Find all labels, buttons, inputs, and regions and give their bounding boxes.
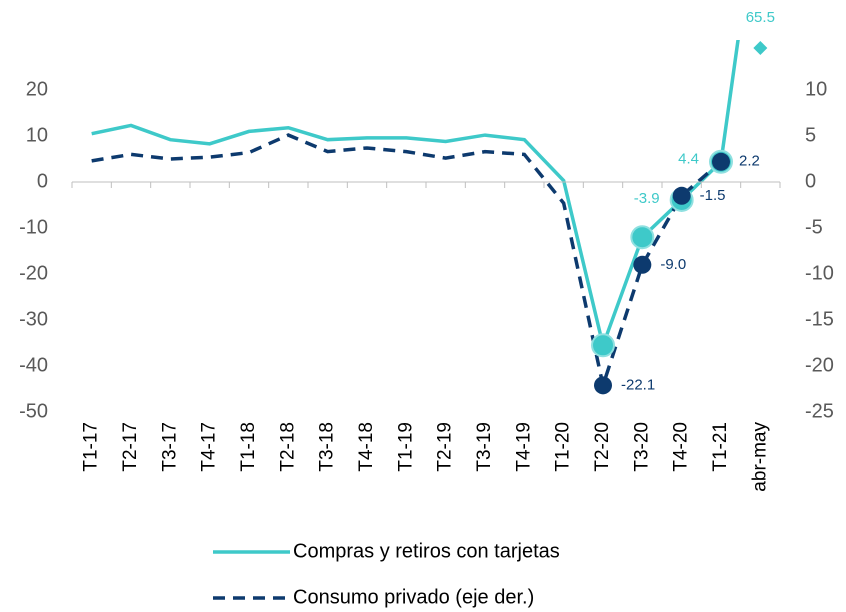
x-tick-label: T2-20 bbox=[592, 422, 613, 472]
y2-tick-label: -20 bbox=[805, 354, 834, 376]
value-label: -9.0 bbox=[660, 256, 686, 273]
x-tick-label: T2-18 bbox=[277, 422, 298, 472]
x-tick-label: T2-17 bbox=[120, 422, 141, 472]
value-label: -22.1 bbox=[621, 376, 655, 393]
legend-label: Compras y retiros con tarjetas bbox=[293, 540, 560, 562]
y-tick-label: -20 bbox=[19, 262, 48, 284]
x-tick-label: T3-17 bbox=[159, 422, 180, 472]
value-label: -1.5 bbox=[700, 187, 726, 204]
y-tick-label: 0 bbox=[37, 170, 48, 192]
point-marker bbox=[630, 225, 655, 250]
y2-tick-label: -25 bbox=[805, 400, 834, 422]
x-tick-label: T4-19 bbox=[513, 422, 534, 472]
y-tick-label: -10 bbox=[19, 216, 48, 238]
y2-tick-label: 0 bbox=[805, 170, 816, 192]
point-marker bbox=[712, 152, 730, 171]
y-tick-label: -30 bbox=[19, 308, 48, 330]
y2-tick-label: -15 bbox=[805, 308, 834, 330]
y2-tick-label: 5 bbox=[805, 124, 816, 146]
y2-tick-label: 10 bbox=[805, 78, 827, 100]
y-tick-label: -40 bbox=[19, 354, 48, 376]
x-tick-label: T1-18 bbox=[238, 422, 259, 472]
x-tick-label: T4-20 bbox=[671, 422, 692, 472]
y2-tick-label: -10 bbox=[805, 262, 834, 284]
x-tick-label: T4-17 bbox=[199, 422, 220, 472]
y-tick-label: 20 bbox=[26, 78, 48, 100]
point-marker bbox=[672, 186, 691, 205]
x-tick-label: T1-20 bbox=[553, 422, 574, 472]
point-marker bbox=[591, 333, 615, 358]
x-tick-label: T3-20 bbox=[631, 422, 652, 472]
y2-tick-label: -5 bbox=[805, 216, 823, 238]
x-tick-label: T1-21 bbox=[710, 422, 731, 472]
value-label: 4.4 bbox=[678, 151, 699, 168]
x-tick-label: T3-18 bbox=[317, 422, 338, 472]
value-label: 2.2 bbox=[739, 153, 760, 170]
value-label: -3.9 bbox=[634, 190, 660, 207]
y-tick-label: 10 bbox=[26, 124, 48, 146]
x-tick-label: T1-17 bbox=[81, 422, 102, 472]
point-marker bbox=[753, 41, 768, 55]
legend-label: Consumo privado (eje der.) bbox=[293, 586, 534, 608]
point-marker bbox=[594, 376, 612, 395]
x-tick-label: abr-may bbox=[749, 422, 770, 492]
x-tick-label: T3-19 bbox=[474, 422, 495, 472]
x-tick-label: T1-19 bbox=[395, 422, 416, 472]
series-line bbox=[91, 133, 723, 393]
value-label: 65.5 bbox=[746, 9, 775, 26]
plot-area bbox=[91, 40, 740, 393]
point-marker bbox=[633, 255, 652, 274]
x-tick-label: T2-19 bbox=[435, 422, 456, 472]
x-tick-label: T4-18 bbox=[356, 422, 377, 472]
series-line bbox=[91, 40, 740, 352]
y-tick-label: -50 bbox=[19, 400, 48, 422]
